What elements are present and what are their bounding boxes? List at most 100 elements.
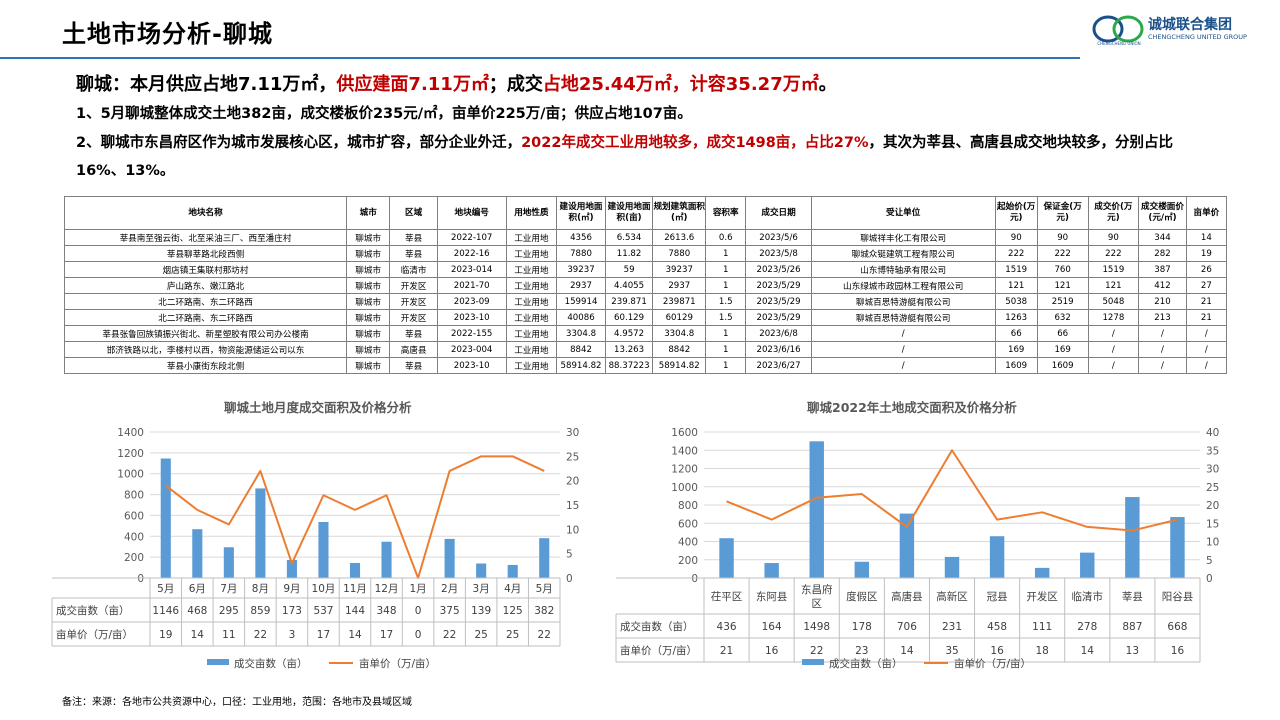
bar-value-label: 887 <box>1122 621 1142 633</box>
table-header-cell: 规划建筑面积(㎡) <box>652 196 707 230</box>
table-cell: 27 <box>1185 277 1228 294</box>
table-row: 北二环路南、东二环路西 聊城市 开发区 2023-09 工业用地 159914 239.87… <box>63 293 1228 310</box>
bar-value-label: 278 <box>1077 621 1097 633</box>
table-cell: 21 <box>1185 293 1228 310</box>
bar <box>349 562 361 578</box>
bar-value-label: 668 <box>1167 621 1187 633</box>
headline-part-1: 聊城：本月供应占地7.11万㎡， <box>76 74 337 95</box>
table-cell: 210 <box>1138 293 1187 310</box>
bar <box>192 529 203 578</box>
table-cell: 聊城市 <box>346 325 391 342</box>
table-cell: 莘县聊莘路北段西侧 <box>63 245 348 262</box>
bar <box>989 536 1005 578</box>
table-cell: 39237 <box>652 261 707 278</box>
x-category-label: 1月 <box>409 583 426 595</box>
table-cell: 山东绿城市政园林工程有限公司 <box>810 277 996 294</box>
table-cell: 90 <box>994 229 1038 246</box>
table-cell: 聊城市 <box>346 341 391 358</box>
table-cell: 2023/5/26 <box>745 261 812 278</box>
y-right-tick-label: 0 <box>1206 573 1213 585</box>
x-category-label: 冠县 <box>987 591 1008 603</box>
table-cell: 莘县 <box>389 357 438 374</box>
table-cell: 59 <box>604 261 654 278</box>
table-header-cell: 容积率 <box>705 196 747 230</box>
x-category-label: 区 <box>811 598 822 610</box>
table-cell: 2023-09 <box>436 293 507 310</box>
table-cell: 19 <box>1185 245 1228 262</box>
page-title: 土地市场分析-聊城 <box>62 20 273 48</box>
x-category-label: 10月 <box>312 583 336 595</box>
x-category-label: 莘县 <box>1122 590 1143 603</box>
price-line <box>726 449 1178 532</box>
table-cell: 2023-014 <box>436 261 507 278</box>
headline-part-2: 供应建面7.11万㎡ <box>336 74 489 95</box>
legend-bar-label: 成交亩数（亩） <box>829 657 903 670</box>
table-cell: 1609 <box>994 357 1038 374</box>
legend-line-label: 亩单价（万/亩） <box>359 657 436 670</box>
bar-value-label: 173 <box>282 605 302 617</box>
price-value-label: 16 <box>765 645 779 657</box>
table-cell: 2023/5/29 <box>745 293 812 310</box>
y-right-tick-label: 15 <box>566 500 579 512</box>
table-header-cell: 地块名称 <box>63 196 348 230</box>
y-left-tick-label: 600 <box>678 518 698 530</box>
bar-value-label: 139 <box>471 605 491 617</box>
table-cell: 2022-16 <box>436 245 507 262</box>
table-cell: 412 <box>1138 277 1187 294</box>
bar-value-label: 0 <box>415 605 422 617</box>
bar <box>764 563 779 578</box>
table-cell: 239.871 <box>604 293 654 310</box>
table-cell: 90 <box>1087 229 1140 246</box>
table-cell: 1 <box>705 261 747 278</box>
table-header-cell: 城市 <box>346 196 391 230</box>
x-category-label: 5月 <box>157 583 174 595</box>
table-cell: 60129 <box>652 309 707 326</box>
table-cell: 3304.8 <box>556 325 606 342</box>
table-cell: 工业用地 <box>505 261 558 278</box>
table-cell: 11.82 <box>604 245 654 262</box>
table-cell: 工业用地 <box>505 277 558 294</box>
table-cell: / <box>1138 357 1187 374</box>
bar-value-label: 295 <box>219 605 239 617</box>
table-cell: / <box>1138 341 1187 358</box>
table-cell: / <box>1087 325 1140 342</box>
bar-value-label: 144 <box>345 605 365 617</box>
y-right-tick-label: 30 <box>1206 464 1219 476</box>
table-cell: 开发区 <box>389 309 438 326</box>
table-cell: 开发区 <box>389 277 438 294</box>
point-2: 2、聊城市东昌府区作为城市发展核心区，城市扩容，部分企业外迁，2022年成交工业… <box>76 129 1181 185</box>
footnote: 备注：来源：各地市公共资源中心，口径：工业用地，范围：各地市及县域区域 <box>62 697 412 708</box>
table-cell: 66 <box>994 325 1038 342</box>
table-header-row: 地块名称 城市 区域 地块编号 用地性质 建设用地面积(㎡) 建设用地面积(亩) 规划建筑面积… <box>63 196 1228 230</box>
table-cell: 4356 <box>556 229 606 246</box>
point-1: 1、5月聊城整体成交土地382亩，成交楼板价235元/㎡，亩单价225万/亩；供… <box>76 106 692 122</box>
table-cell: 213 <box>1138 309 1187 326</box>
table-cell: 高唐县 <box>389 341 438 358</box>
y-right-tick-label: 25 <box>566 451 579 463</box>
bar-value-label: 1146 <box>152 605 179 617</box>
x-category-label: 茌平区 <box>711 591 743 603</box>
table-row: 莘县张鲁回族镇振兴街北、新星塑胶有限公司办公楼南 聊城市 莘县 2022-155 工业用… <box>63 325 1228 342</box>
bar <box>539 538 550 578</box>
price-value-label: 14 <box>191 629 205 641</box>
x-category-label: 东昌府 <box>801 583 833 596</box>
table-cell: 莘县 <box>389 229 438 246</box>
bar <box>476 563 487 578</box>
table-cell: 莘县南至强云街、北至采油三厂、西至潘庄村 <box>63 229 348 246</box>
table-row-label: 亩单价（万/亩） <box>620 644 697 657</box>
table-cell: 169 <box>994 341 1038 358</box>
y-left-tick-label: 1600 <box>671 427 698 439</box>
bar <box>255 488 266 578</box>
table-header-cell: 保证金(万元) <box>1036 196 1089 230</box>
y-right-tick-label: 5 <box>1206 555 1213 567</box>
table-header-cell: 用地性质 <box>505 196 558 230</box>
y-right-tick-label: 30 <box>566 427 579 439</box>
table-cell: 聊城市 <box>346 245 391 262</box>
point-2-a: 2、聊城市东昌府区作为城市发展核心区，城市扩容，部分企业外迁， <box>76 135 522 151</box>
logo-name-en: CHENGCHENG UNITED GROUP <box>1148 33 1247 41</box>
price-value-label: 14 <box>900 645 914 657</box>
table-cell: 222 <box>1036 245 1089 262</box>
table-cell: / <box>1087 357 1140 374</box>
bar-value-label: 348 <box>377 605 397 617</box>
bar <box>318 521 329 578</box>
